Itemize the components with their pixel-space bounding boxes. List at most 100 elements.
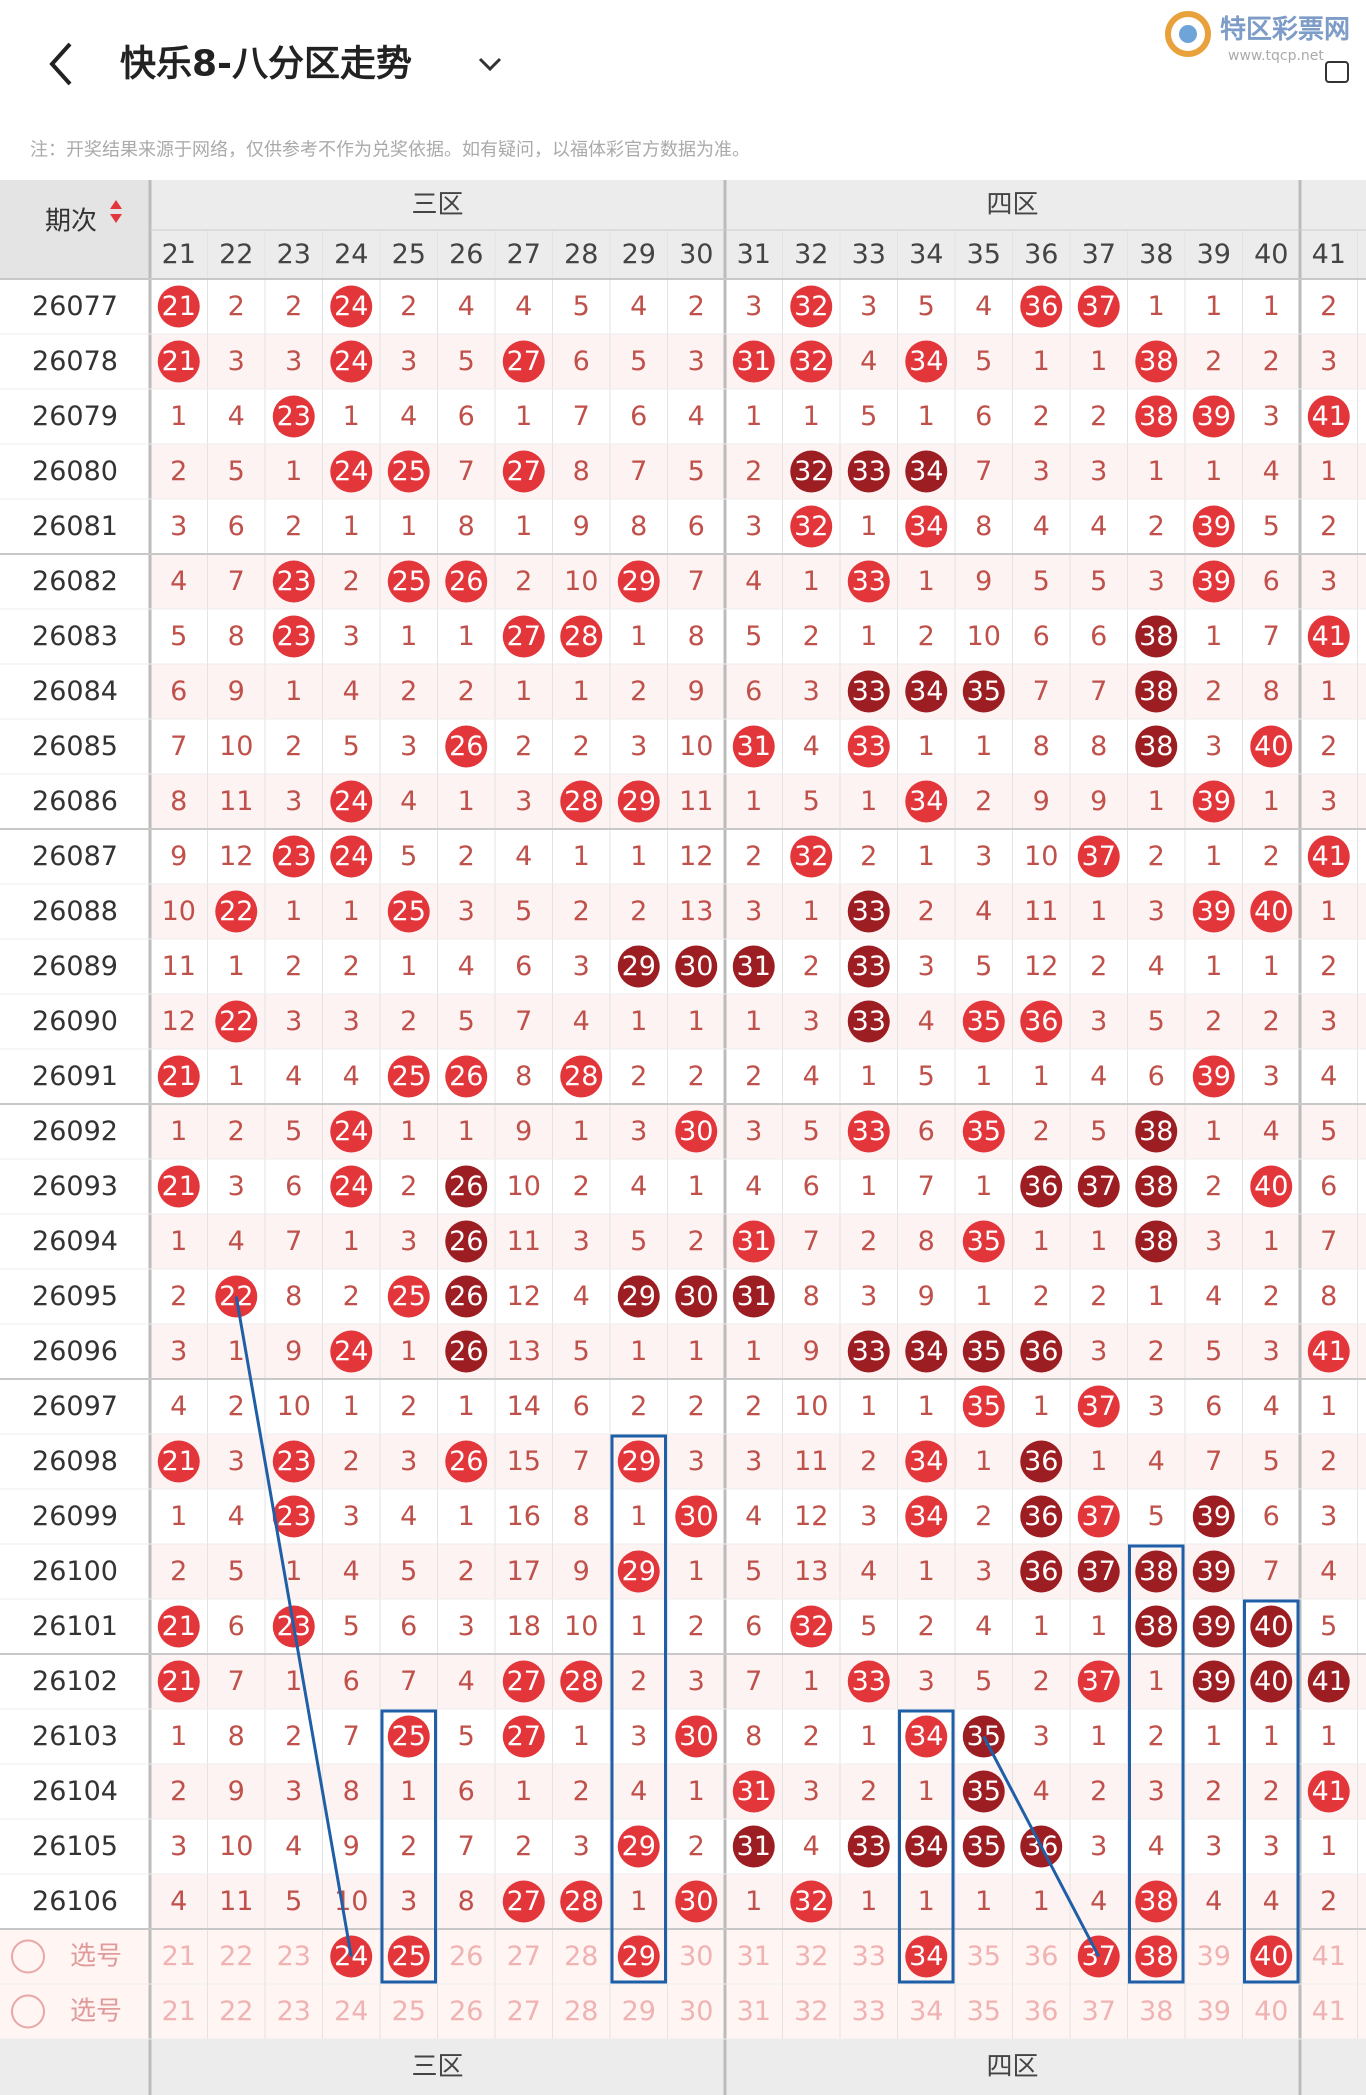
miss-count: 2 [400,1831,417,1862]
miss-count: 2 [860,1776,877,1807]
pick-number[interactable]: 40 [1254,1996,1288,2027]
logo-url: www.tqcp.net [1228,48,1324,64]
miss-count: 1 [1148,1281,1165,1312]
pick-number[interactable]: 37 [1082,1996,1116,2027]
miss-count: 2 [400,291,417,322]
ball [1192,1495,1235,1538]
miss-count: 1 [1263,1721,1280,1752]
pick-number[interactable]: 39 [1197,1941,1231,1972]
miss-count: 6 [573,1391,590,1422]
miss-count: 7 [1033,676,1050,707]
pick-number[interactable]: 30 [679,1996,713,2027]
ball [330,1165,373,1208]
pick-number[interactable]: 29 [622,1941,656,1972]
pick-number[interactable]: 32 [794,1941,828,1972]
miss-count: 7 [1205,1446,1222,1477]
pick-number[interactable]: 30 [679,1941,713,1972]
ball [790,835,833,878]
pick-number[interactable]: 31 [737,1996,771,2027]
miss-count: 1 [1320,896,1337,927]
pick-number[interactable]: 41 [1312,1996,1346,2027]
pick-number[interactable]: 39 [1197,1996,1231,2027]
pick-radio[interactable] [11,1994,45,2029]
pick-number[interactable]: 38 [1139,1996,1173,2027]
pick-radio[interactable] [11,1939,45,1974]
miss-count: 1 [1205,456,1222,487]
miss-count: 4 [1090,1886,1107,1917]
miss-count: 2 [1205,1776,1222,1807]
pick-number[interactable]: 29 [622,1996,656,2027]
pick-number[interactable]: 34 [909,1996,943,2027]
ball [1307,615,1350,658]
annotation-box [380,1709,437,1984]
hit-number: 32 [794,511,828,542]
hit-number: 28 [564,621,598,652]
dropdown[interactable] [478,57,502,72]
pick-number[interactable]: 23 [277,1996,311,2027]
hit-number: 29 [622,566,656,597]
pick-number[interactable]: 33 [852,1996,886,2027]
miss-count: 1 [1205,841,1222,872]
pick-number[interactable]: 21 [162,1996,196,2027]
miss-count: 1 [1205,621,1222,652]
miss-count: 1 [803,1666,820,1697]
ball [330,1110,373,1153]
miss-count: 1 [285,456,302,487]
ball [445,1330,488,1373]
pick-number[interactable]: 27 [507,1996,541,2027]
pick-number[interactable]: 31 [737,1941,771,1972]
pick-number[interactable]: 27 [507,1941,541,1972]
hit-number: 25 [392,1061,426,1092]
pick-number[interactable]: 38 [1139,1941,1173,1972]
hit-number: 34 [909,1501,943,1532]
ball [215,890,258,933]
hit-number: 29 [622,786,656,817]
pick-number[interactable]: 32 [794,1996,828,2027]
hit-number: 41 [1312,1336,1346,1367]
miss-count: 3 [400,1446,417,1477]
miss-count: 3 [1090,1831,1107,1862]
pick-number[interactable]: 40 [1254,1941,1288,1972]
pick-number[interactable]: 35 [967,1996,1001,2027]
pick-number[interactable]: 33 [852,1941,886,1972]
period: 26091 [32,1061,118,1092]
miss-count: 2 [975,1501,992,1532]
pick-number[interactable]: 35 [967,1941,1001,1972]
miss-count: 10 [1024,841,1058,872]
miss-count: 5 [573,1336,590,1367]
ball [1250,890,1293,933]
ball [1192,560,1235,603]
pick-number[interactable]: 34 [909,1941,943,1972]
pick-number[interactable]: 26 [449,1996,483,2027]
pick-number[interactable]: 36 [1024,1996,1058,2027]
pick-number[interactable]: 28 [564,1941,598,1972]
pick-number[interactable]: 23 [277,1941,311,1972]
row-stripe [150,1434,1366,1489]
miss-count: 1 [285,676,302,707]
pick-number[interactable]: 41 [1312,1941,1346,1972]
miss-count: 2 [630,896,647,927]
pick-number[interactable]: 21 [162,1941,196,1972]
pick-number[interactable]: 28 [564,1996,598,2027]
hit-number: 24 [334,1336,368,1367]
ball [157,285,200,328]
pick-number[interactable]: 26 [449,1941,483,1972]
miss-count: 16 [507,1501,541,1532]
miss-count: 9 [1033,786,1050,817]
hit-number: 23 [277,401,311,432]
pick-number[interactable]: 22 [219,1996,253,2027]
pick-number[interactable]: 22 [219,1941,253,1972]
miss-count: 2 [630,1391,647,1422]
miss-count: 1 [228,951,245,982]
row-stripe [150,994,1366,1049]
pick-number[interactable]: 25 [392,1941,426,1972]
pick-number[interactable]: 24 [334,1996,368,2027]
pick-number[interactable]: 36 [1024,1941,1058,1972]
miss-count: 2 [803,1721,820,1752]
menu-icon[interactable] [1325,61,1349,83]
column-header: 27 [507,239,541,270]
miss-count: 5 [860,1611,877,1642]
back-button[interactable] [49,42,72,86]
pick-number[interactable]: 25 [392,1996,426,2027]
